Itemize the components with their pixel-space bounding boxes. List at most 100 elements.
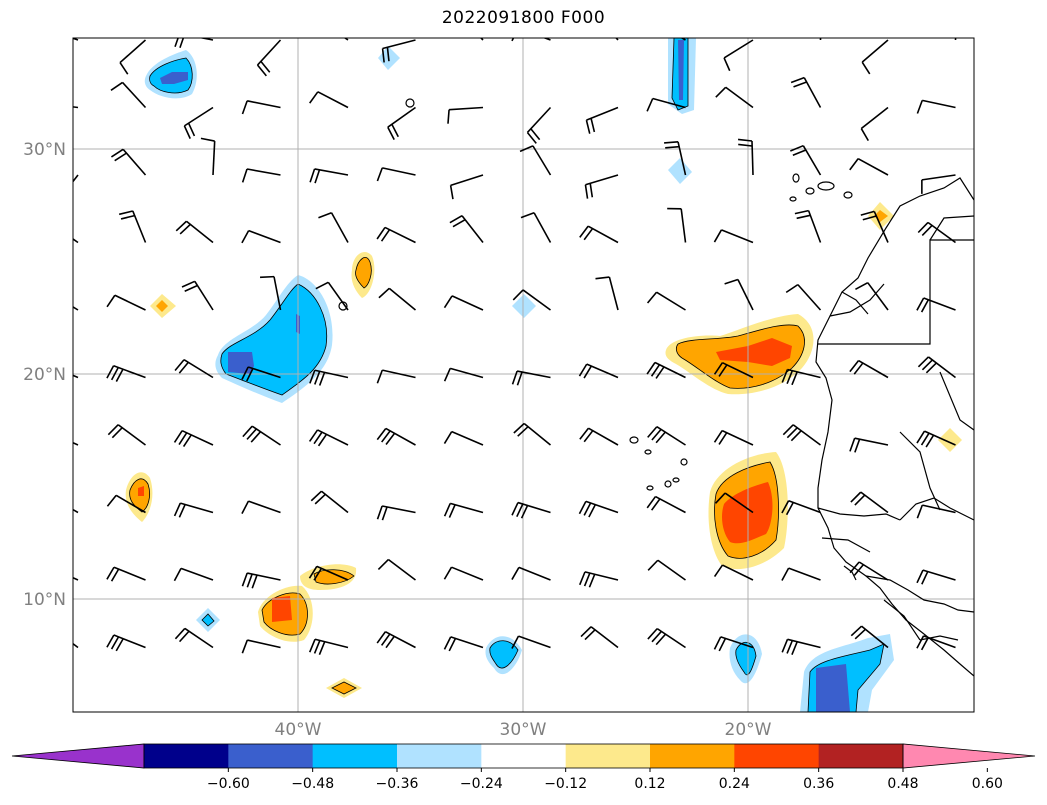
colorbar-tick-label: −0.60	[207, 776, 250, 792]
colorbar-swatch	[734, 744, 820, 768]
wind-barb	[647, 426, 686, 446]
wind-barb	[713, 636, 754, 652]
wind-barb	[73, 441, 79, 446]
wind-barb	[343, 38, 349, 41]
wind-barb	[106, 634, 146, 652]
wind-barb	[511, 370, 551, 386]
wind-barb	[714, 492, 754, 514]
colorbar-tick-label: 0.60	[972, 776, 1003, 792]
wind-barb	[183, 106, 214, 139]
wind-barb	[680, 38, 686, 41]
wind-barb	[376, 427, 416, 446]
wind-barb	[110, 148, 147, 176]
wind-barb	[318, 212, 349, 243]
wind-barb	[106, 365, 146, 382]
wind-barb	[106, 566, 146, 582]
wind-barb	[861, 39, 889, 75]
wind-barb	[781, 499, 821, 516]
wind-barb	[310, 490, 349, 514]
wind-barb	[850, 625, 889, 649]
wind-barb	[713, 229, 754, 244]
wind-barb	[954, 38, 957, 41]
wind-barb	[443, 367, 484, 382]
wind-barb	[511, 566, 551, 581]
wind-barb	[241, 168, 281, 183]
wind-barb	[715, 86, 754, 109]
wind-barb	[713, 429, 754, 446]
wind-barb	[308, 429, 349, 447]
wind-barb	[737, 138, 754, 176]
wind-barbs	[73, 38, 957, 655]
wind-barb	[106, 294, 146, 311]
wind-barb	[479, 38, 484, 41]
wind-barb	[110, 81, 147, 109]
wind-barb	[443, 636, 484, 652]
wind-barb	[73, 576, 79, 581]
wind-barb	[819, 38, 822, 41]
wind-barb	[173, 502, 214, 518]
wind-barb	[579, 427, 619, 446]
wind-barb	[200, 137, 216, 176]
wind-barb	[309, 168, 349, 184]
wind-barb	[615, 38, 619, 41]
wind-barb	[73, 642, 79, 649]
wind-barb	[849, 157, 889, 176]
lon-labels: 40°W 30°W 20°W	[275, 720, 772, 740]
wind-barb	[443, 566, 484, 581]
wind-barb	[107, 424, 146, 446]
wind-barb	[585, 106, 619, 134]
wind-barb	[511, 635, 551, 649]
wind-barb	[916, 297, 956, 313]
wind-barb	[595, 276, 619, 311]
coastlines	[338, 98, 974, 677]
wind-barb	[443, 295, 484, 311]
wind-barb	[449, 174, 484, 200]
wind-barb	[315, 281, 349, 311]
wind-barb	[447, 106, 484, 124]
wind-barb	[260, 275, 282, 311]
wind-barb	[584, 174, 619, 199]
wind-barb	[646, 361, 686, 379]
lat-label-30n: 30°N	[23, 140, 66, 160]
wind-barb	[781, 567, 821, 581]
wind-barb	[181, 280, 214, 311]
wind-barb	[174, 627, 214, 649]
wind-barb	[713, 564, 754, 581]
wind-barb	[376, 226, 416, 244]
wind-barb	[511, 501, 551, 519]
wind-barb	[916, 99, 956, 114]
wind-barb	[119, 39, 147, 75]
wind-barb	[723, 39, 754, 72]
wind-barb	[916, 635, 956, 651]
wind-barb	[916, 504, 956, 519]
wind-barb	[449, 215, 484, 243]
colorbar-tick-label: 0.48	[887, 776, 918, 792]
wind-barb	[241, 500, 281, 514]
wind-barb	[381, 39, 416, 63]
wind-barb	[308, 638, 349, 655]
wind-barb	[378, 287, 417, 311]
wind-barb	[713, 361, 754, 379]
wind-barb	[667, 207, 687, 243]
colorbar-extend-low	[11, 743, 145, 769]
lat-label-10n: 10°N	[23, 590, 66, 610]
wind-barb	[512, 289, 551, 311]
wind-barb	[443, 502, 484, 518]
colorbar-swatch	[650, 744, 735, 768]
colorbar-tick-label: −0.48	[291, 776, 334, 792]
wind-barb	[664, 141, 687, 176]
wind-barb	[376, 369, 416, 384]
lat-labels: 30°N 20°N 10°N	[23, 140, 66, 610]
wind-barb	[790, 76, 822, 108]
wind-barb	[916, 569, 956, 585]
colorbar-tick-label: −0.12	[544, 776, 587, 792]
wind-barb	[73, 174, 79, 183]
wind-barb	[174, 38, 214, 49]
wind-barb	[241, 639, 281, 654]
wind-barb	[785, 283, 822, 311]
wind-barb	[781, 368, 821, 386]
wind-barb	[376, 631, 416, 649]
wind-barb	[387, 106, 416, 141]
wind-barb	[781, 638, 821, 655]
